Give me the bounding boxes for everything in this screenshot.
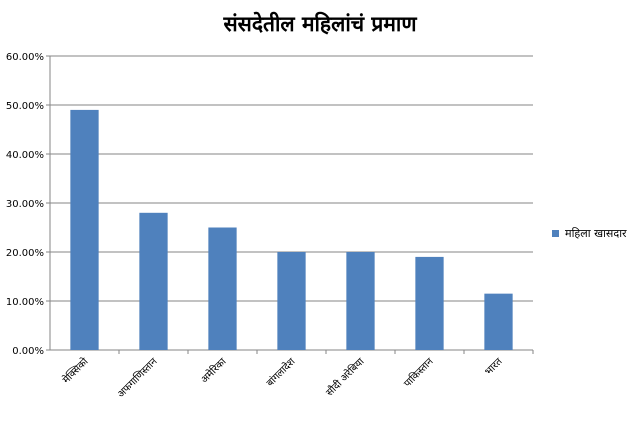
bar <box>346 252 375 350</box>
y-tick-label: 60.00% <box>6 52 44 63</box>
bar <box>139 212 168 350</box>
y-tick-label: 10.00% <box>6 297 44 308</box>
bar <box>484 293 513 350</box>
bar <box>70 109 99 351</box>
y-tick-label: 20.00% <box>6 248 44 259</box>
legend-swatch <box>552 230 559 237</box>
chart-title: संसदेतील महिलांचं प्रमाण <box>223 12 417 36</box>
y-tick-label: 30.00% <box>6 199 44 210</box>
x-tick-label: पाकिस्तान <box>401 355 435 389</box>
x-tick-label: अमेरिका <box>199 355 229 385</box>
x-tick-label: बांगलादेश <box>264 356 298 390</box>
bar <box>208 227 237 350</box>
y-tick-label: 0.00% <box>12 346 44 357</box>
y-tick-label: 50.00% <box>6 101 44 112</box>
y-tick-label: 40.00% <box>6 150 44 161</box>
x-tick-label: भारत <box>483 356 505 378</box>
x-tick-label: अफगाणिस्तान <box>115 355 160 400</box>
x-tick-label: सौदी अरेबिया <box>324 355 367 398</box>
legend-label: महिला खासदार <box>565 227 627 240</box>
legend: महिला खासदार <box>552 226 627 241</box>
bar <box>277 252 306 350</box>
bar <box>415 256 444 350</box>
x-tick-label: मेक्सिको <box>60 355 91 386</box>
